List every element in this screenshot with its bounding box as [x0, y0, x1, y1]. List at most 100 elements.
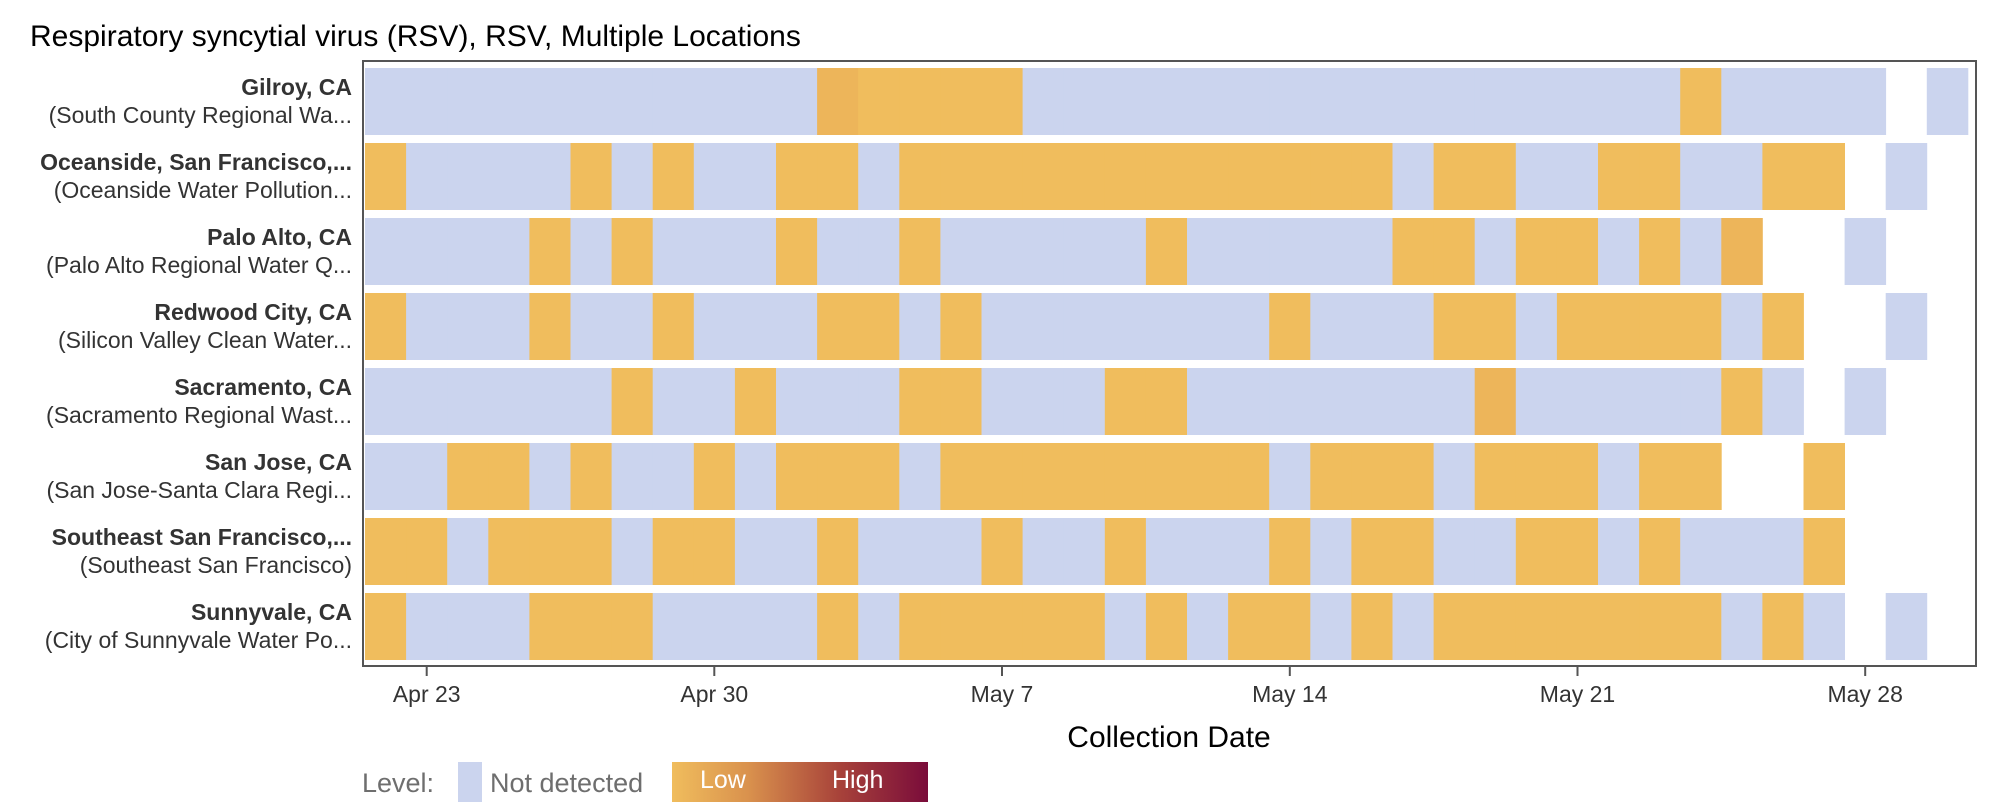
heatmap-cell[interactable] — [1680, 443, 1722, 510]
heatmap-cell[interactable] — [365, 443, 407, 510]
heatmap-cell[interactable] — [406, 218, 448, 285]
heatmap-cell[interactable] — [734, 518, 777, 585]
heatmap-cell[interactable] — [693, 143, 736, 210]
heatmap-cell[interactable] — [1310, 368, 1352, 435]
heatmap-cell[interactable] — [858, 218, 900, 285]
heatmap-cell[interactable] — [1515, 68, 1558, 135]
heatmap-cell[interactable] — [365, 68, 407, 135]
heatmap-cell[interactable] — [1639, 143, 1681, 210]
heatmap-cell[interactable] — [1639, 368, 1681, 435]
heatmap-cell[interactable] — [1145, 518, 1188, 585]
heatmap-cell[interactable] — [1474, 68, 1517, 135]
heatmap-cell[interactable] — [1187, 518, 1229, 585]
heatmap-cell[interactable] — [1063, 593, 1106, 660]
heatmap-cell[interactable] — [1803, 443, 1846, 510]
heatmap-cell[interactable] — [1269, 593, 1311, 660]
heatmap-cell[interactable] — [734, 368, 777, 435]
heatmap-cell[interactable] — [1104, 368, 1147, 435]
heatmap-cell[interactable] — [1721, 593, 1763, 660]
heatmap-cell[interactable] — [817, 368, 859, 435]
heatmap-cell[interactable] — [776, 218, 818, 285]
heatmap-cell[interactable] — [1556, 143, 1599, 210]
heatmap-cell[interactable] — [1104, 443, 1147, 510]
heatmap-cell[interactable] — [611, 218, 654, 285]
heatmap-cell[interactable] — [1392, 143, 1435, 210]
heatmap-cell[interactable] — [529, 68, 571, 135]
heatmap-cell[interactable] — [406, 368, 448, 435]
heatmap-cell[interactable] — [981, 218, 1024, 285]
heatmap-cell[interactable] — [981, 518, 1024, 585]
heatmap-cell[interactable] — [817, 443, 859, 510]
heatmap-cell[interactable] — [447, 593, 489, 660]
heatmap-cell[interactable] — [488, 518, 530, 585]
heatmap-cell[interactable] — [1515, 593, 1558, 660]
heatmap-cell[interactable] — [940, 218, 982, 285]
heatmap-cell[interactable] — [981, 68, 1024, 135]
heatmap-cell[interactable] — [1762, 518, 1804, 585]
heatmap-cell[interactable] — [1885, 143, 1928, 210]
heatmap-cell[interactable] — [776, 518, 818, 585]
heatmap-cell[interactable] — [1269, 218, 1311, 285]
heatmap-cell[interactable] — [1474, 593, 1517, 660]
heatmap-cell[interactable] — [1022, 218, 1065, 285]
heatmap-cell[interactable] — [488, 593, 530, 660]
heatmap-cell[interactable] — [1228, 518, 1270, 585]
heatmap-cell[interactable] — [529, 593, 571, 660]
heatmap-cell[interactable] — [1392, 218, 1435, 285]
heatmap-cell[interactable] — [1762, 293, 1804, 360]
heatmap-cell[interactable] — [365, 293, 407, 360]
heatmap-cell[interactable] — [1762, 143, 1804, 210]
heatmap-cell[interactable] — [1803, 593, 1846, 660]
heatmap-cell[interactable] — [652, 518, 695, 585]
heatmap-cell[interactable] — [1433, 518, 1476, 585]
heatmap-cell[interactable] — [940, 518, 982, 585]
heatmap-cell[interactable] — [1556, 368, 1599, 435]
heatmap-cell[interactable] — [1474, 518, 1517, 585]
heatmap-cell[interactable] — [1063, 218, 1106, 285]
heatmap-cell[interactable] — [1598, 218, 1640, 285]
heatmap-cell[interactable] — [1351, 518, 1393, 585]
heatmap-cell[interactable] — [570, 518, 613, 585]
heatmap-cell[interactable] — [817, 593, 859, 660]
heatmap-cell[interactable] — [1598, 293, 1640, 360]
heatmap-cell[interactable] — [776, 593, 818, 660]
heatmap-cell[interactable] — [1187, 293, 1229, 360]
heatmap-cell[interactable] — [1145, 443, 1188, 510]
heatmap-cell[interactable] — [1433, 593, 1476, 660]
heatmap-cell[interactable] — [1145, 143, 1188, 210]
heatmap-cell[interactable] — [1598, 518, 1640, 585]
heatmap-cell[interactable] — [1022, 68, 1065, 135]
heatmap-cell[interactable] — [1474, 443, 1517, 510]
heatmap-cell[interactable] — [447, 293, 489, 360]
heatmap-cell[interactable] — [1228, 218, 1270, 285]
heatmap-cell[interactable] — [1474, 293, 1517, 360]
heatmap-cell[interactable] — [447, 368, 489, 435]
heatmap-cell[interactable] — [1145, 218, 1188, 285]
heatmap-cell[interactable] — [652, 443, 695, 510]
heatmap-cell[interactable] — [529, 443, 571, 510]
heatmap-cell[interactable] — [1310, 593, 1352, 660]
heatmap-cell[interactable] — [1844, 218, 1887, 285]
heatmap-cell[interactable] — [858, 368, 900, 435]
heatmap-cell[interactable] — [734, 218, 777, 285]
heatmap-cell[interactable] — [1022, 518, 1065, 585]
heatmap-cell[interactable] — [940, 293, 982, 360]
heatmap-cell[interactable] — [1680, 143, 1722, 210]
heatmap-cell[interactable] — [1598, 68, 1640, 135]
heatmap-cell[interactable] — [981, 368, 1024, 435]
heatmap-cell[interactable] — [899, 293, 941, 360]
heatmap-cell[interactable] — [447, 443, 489, 510]
heatmap-cell[interactable] — [1269, 518, 1311, 585]
heatmap-cell[interactable] — [1556, 293, 1599, 360]
heatmap-cell[interactable] — [817, 218, 859, 285]
heatmap-cell[interactable] — [1721, 293, 1763, 360]
heatmap-cell[interactable] — [1063, 143, 1106, 210]
heatmap-cell[interactable] — [1721, 68, 1763, 135]
heatmap-cell[interactable] — [1680, 518, 1722, 585]
heatmap-cell[interactable] — [1598, 143, 1640, 210]
heatmap-cell[interactable] — [1433, 218, 1476, 285]
heatmap-cell[interactable] — [1556, 443, 1599, 510]
heatmap-cell[interactable] — [858, 593, 900, 660]
heatmap-cell[interactable] — [1639, 593, 1681, 660]
heatmap-cell[interactable] — [406, 443, 448, 510]
